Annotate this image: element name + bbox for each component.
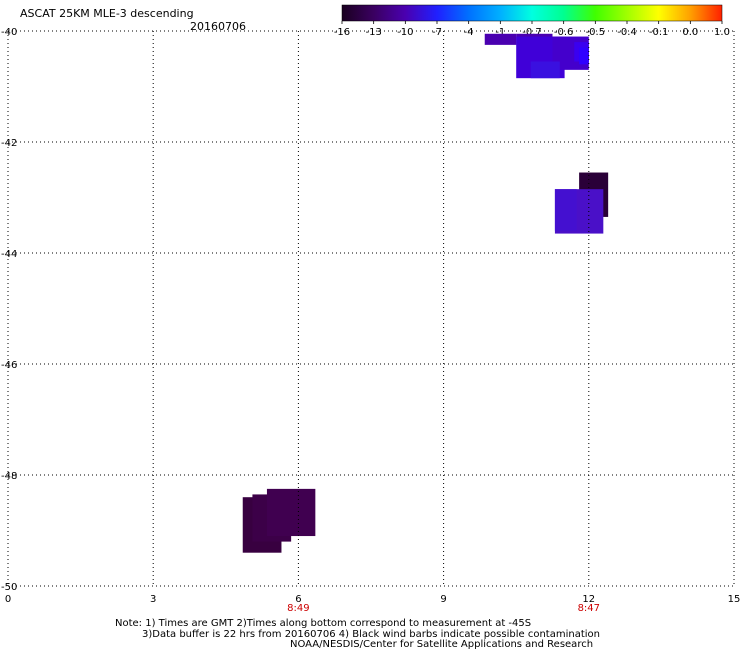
colorbar-label-11: 0.0 bbox=[682, 27, 698, 38]
colorbar-label-0: -16 bbox=[334, 27, 350, 38]
data-cell-6 bbox=[530, 61, 560, 79]
colorbar-label-5: -1 bbox=[495, 27, 505, 38]
data-cell-0 bbox=[484, 33, 517, 45]
y-tick-label-2: -44 bbox=[1, 249, 17, 260]
colorbar-label-8: -0.5 bbox=[586, 27, 606, 38]
colorbar: -16 -13 -10 -7 -4 -1 -0.7 -0.6 -0.5 -0.4 -0.1 0.0 1.… bbox=[334, 4, 730, 38]
y-tick-label-0: -40 bbox=[1, 27, 17, 38]
colorbar-label-1: -13 bbox=[365, 27, 381, 38]
x-tick-label-5: 15 bbox=[728, 594, 740, 605]
colorbar-label-4: -4 bbox=[464, 27, 474, 38]
note-line-1: Note: 1) Times are GMT 2)Times along bot… bbox=[115, 618, 531, 629]
colorbar-label-3: -7 bbox=[432, 27, 442, 38]
time-label-1: 8:47 bbox=[578, 603, 600, 614]
data-cell-12 bbox=[266, 488, 316, 537]
colorbar-label-12: 1.0 bbox=[714, 27, 730, 38]
x-tick-label-2: 6 bbox=[295, 594, 301, 605]
y-tick-label-4: -48 bbox=[1, 471, 17, 482]
grid bbox=[7, 30, 735, 587]
x-tick-label-0: 0 bbox=[5, 594, 11, 605]
colorbar-gradient bbox=[341, 4, 723, 22]
colorbar-label-2: -10 bbox=[397, 27, 413, 38]
y-tick-label-1: -42 bbox=[1, 138, 17, 149]
colorbar-label-10: -0.1 bbox=[649, 27, 669, 38]
x-tick-label-3: 9 bbox=[440, 594, 446, 605]
x-tick-label-1: 3 bbox=[150, 594, 156, 605]
chart-title: ASCAT 25KM MLE-3 descending bbox=[20, 7, 194, 20]
chart-date: 20160706 bbox=[190, 20, 246, 33]
y-tick-label-3: -46 bbox=[1, 360, 17, 371]
note-line-3: NOAA/NESDIS/Center for Satellite Applica… bbox=[290, 639, 593, 650]
y-axis: -40 -42 -44 -46 -48 -50 bbox=[1, 27, 17, 593]
data-cells bbox=[242, 33, 609, 553]
time-label-0: 8:49 bbox=[287, 603, 309, 614]
y-tick-label-5: -50 bbox=[1, 582, 17, 593]
colorbar-label-9: -0.4 bbox=[617, 27, 637, 38]
data-cell-5 bbox=[579, 47, 589, 65]
time-labels: 8:49 8:47 bbox=[287, 603, 600, 614]
note-line-2: 3)Data buffer is 22 hrs from 20160706 4)… bbox=[142, 629, 600, 640]
colorbar-label-7: -0.6 bbox=[554, 27, 574, 38]
x-axis: 0 3 6 9 12 15 bbox=[5, 594, 740, 605]
x-tick-label-4: 12 bbox=[582, 594, 595, 605]
data-cell-9 bbox=[554, 189, 577, 231]
colorbar-label-6: -0.7 bbox=[522, 27, 542, 38]
